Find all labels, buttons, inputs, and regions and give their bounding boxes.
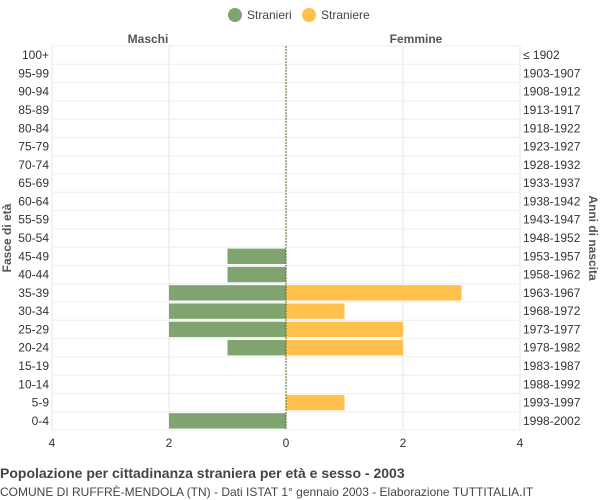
- x-tick-label: 4: [49, 436, 56, 450]
- bar-stranieri-0-4: [169, 413, 286, 429]
- legend-marker-straniere: [302, 8, 316, 22]
- age-group-label: 10-14: [18, 377, 49, 391]
- age-group-label: 20-24: [18, 341, 49, 355]
- age-group-labels: 100+ 95-99 90-94 85-89 80-84 75-79 70-74 65-69 6…: [18, 48, 49, 428]
- x-tick-label: 4: [517, 436, 524, 450]
- bar-straniere-35-39: [286, 285, 462, 301]
- legend-marker-stranieri: [228, 8, 242, 22]
- age-group-label: 0-4: [32, 414, 50, 428]
- age-group-label: 55-59: [18, 213, 49, 227]
- bar-straniere-25-29: [286, 321, 403, 338]
- x-tick-label: 0: [283, 436, 290, 450]
- bar-straniere-30-34: [286, 303, 345, 319]
- age-group-label: 30-34: [18, 304, 49, 318]
- age-group-label: 5-9: [32, 396, 50, 410]
- age-group-label: 15-19: [18, 359, 49, 373]
- age-group-label: 60-64: [18, 194, 49, 208]
- birth-year-label: ≤ 1902: [523, 48, 560, 62]
- age-group-label: 40-44: [18, 268, 49, 282]
- birth-year-labels: ≤ 1902 1903-1907 1908-1912 1913-1917 1918-19…: [523, 48, 581, 428]
- age-group-label: 95-99: [18, 66, 49, 80]
- bar-stranieri-45-49: [227, 248, 286, 264]
- bar-straniere-20-24: [286, 340, 403, 356]
- age-group-label: 75-79: [18, 140, 49, 154]
- bar-stranieri-35-39: [169, 285, 286, 301]
- legend-label-stranieri: Stranieri: [247, 8, 292, 22]
- age-group-label: 50-54: [18, 231, 49, 245]
- birth-year-label: 1943-1947: [523, 213, 581, 227]
- birth-year-label: 1973-1977: [523, 322, 581, 336]
- birth-year-label: 1953-1957: [523, 249, 581, 263]
- bar-stranieri-20-24: [227, 340, 286, 356]
- age-group-label: 25-29: [18, 322, 49, 336]
- age-group-label: 35-39: [18, 286, 49, 300]
- bar-stranieri-25-29: [169, 321, 286, 338]
- birth-year-label: 1983-1987: [523, 359, 581, 373]
- bars: [169, 248, 462, 429]
- age-group-label: 45-49: [18, 249, 49, 263]
- birth-year-label: 1993-1997: [523, 396, 581, 410]
- age-group-label: 85-89: [18, 103, 49, 117]
- birth-year-label: 1998-2002: [523, 414, 581, 428]
- age-group-label: 90-94: [18, 85, 49, 99]
- age-group-label: 65-69: [18, 176, 49, 190]
- birth-year-label: 1903-1907: [523, 66, 581, 80]
- bar-stranieri-30-34: [169, 303, 286, 319]
- age-group-label: 70-74: [18, 158, 49, 172]
- birth-year-label: 1948-1952: [523, 231, 581, 245]
- x-axis-tick-labels: 4 2 0 2 4: [49, 436, 524, 450]
- legend-label-straniere: Straniere: [321, 8, 370, 22]
- birth-year-label: 1928-1932: [523, 158, 581, 172]
- x-tick-label: 2: [400, 436, 407, 450]
- birth-year-label: 1918-1922: [523, 121, 581, 135]
- birth-year-label: 1988-1992: [523, 377, 581, 391]
- bar-stranieri-40-44: [227, 266, 286, 283]
- x-tick-label: 2: [166, 436, 173, 450]
- y-axis-title-left: Fasce di età: [0, 203, 14, 272]
- left-header-maschi: Maschi: [128, 32, 169, 46]
- birth-year-label: 1978-1982: [523, 341, 581, 355]
- legend: Stranieri Straniere: [228, 8, 370, 22]
- birth-year-label: 1923-1927: [523, 140, 581, 154]
- birth-year-label: 1963-1967: [523, 286, 581, 300]
- birth-year-label: 1913-1917: [523, 103, 581, 117]
- birth-year-label: 1958-1962: [523, 268, 581, 282]
- chart-title: Popolazione per cittadinanza straniera p…: [0, 465, 405, 481]
- chart-subtitle: COMUNE DI RUFFRÈ-MENDOLA (TN) - Dati IST…: [0, 484, 534, 499]
- birth-year-label: 1938-1942: [523, 194, 581, 208]
- age-group-label: 100+: [22, 48, 49, 62]
- birth-year-label: 1908-1912: [523, 85, 581, 99]
- y-axis-title-right: Anni di nascita: [586, 195, 600, 281]
- age-group-label: 80-84: [18, 121, 49, 135]
- bar-straniere-5-9: [286, 394, 345, 411]
- birth-year-label: 1968-1972: [523, 304, 581, 318]
- birth-year-label: 1933-1937: [523, 176, 581, 190]
- right-header-femmine: Femmine: [390, 32, 443, 46]
